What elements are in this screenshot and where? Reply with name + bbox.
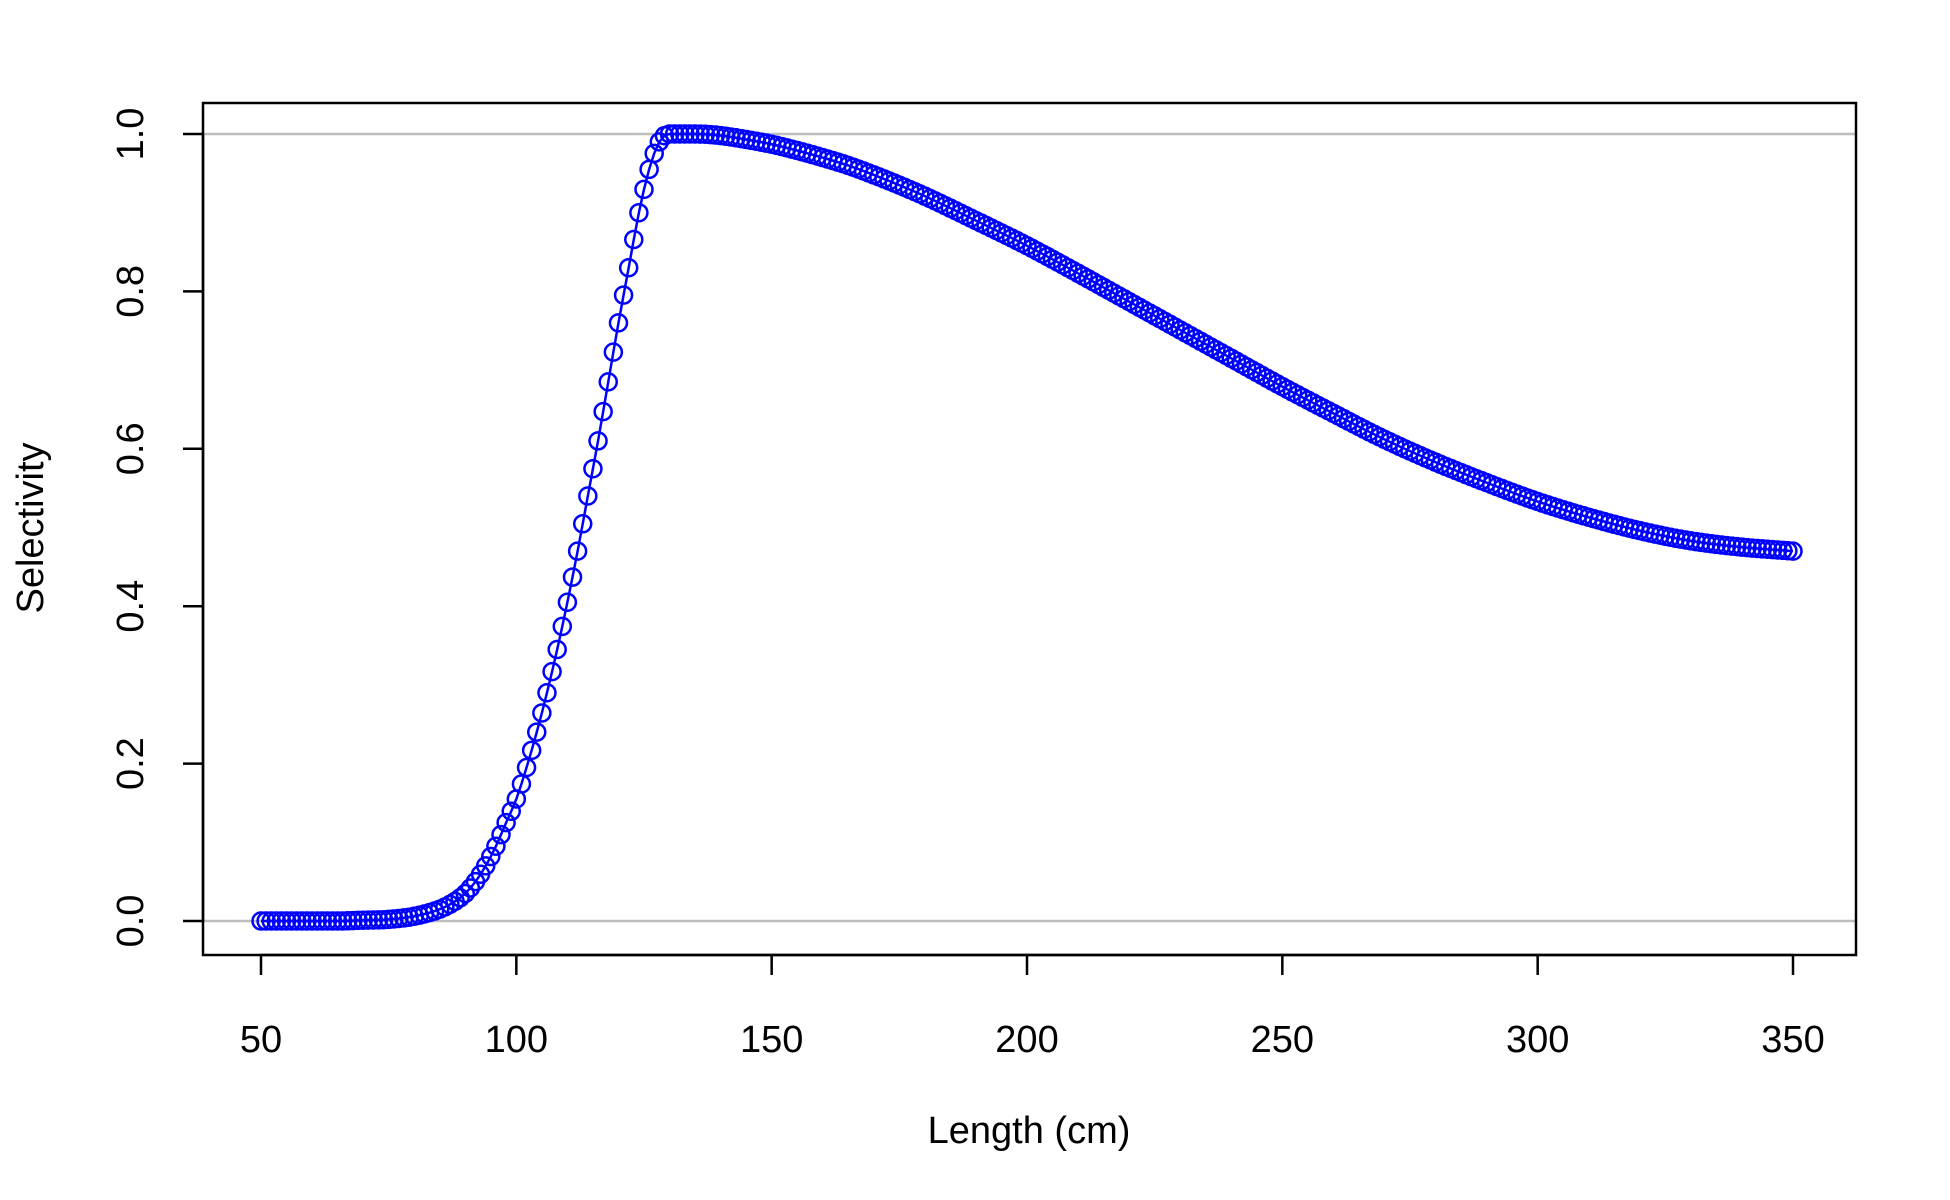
data-point-65 xyxy=(583,458,603,479)
data-point-80 xyxy=(659,124,680,144)
series-group xyxy=(251,124,1803,931)
data-point-55 xyxy=(532,703,552,723)
data-point-70 xyxy=(608,313,629,333)
x-tick-label-3: 200 xyxy=(995,1019,1058,1061)
data-point-16 xyxy=(332,911,353,931)
data-point-73 xyxy=(624,229,644,250)
data-point-54 xyxy=(527,722,547,742)
data-point-21 xyxy=(358,910,378,930)
x-tick-label-0: 50 xyxy=(240,1019,282,1061)
data-point-64 xyxy=(578,486,598,506)
data-point-23 xyxy=(368,910,389,930)
data-point-53 xyxy=(521,740,542,761)
data-point-82 xyxy=(670,124,690,144)
data-point-72 xyxy=(618,258,639,278)
data-point-77 xyxy=(644,143,664,164)
data-point-12 xyxy=(312,911,333,931)
y-axis-title: Selectivity xyxy=(10,442,52,613)
data-point-61 xyxy=(562,567,583,587)
data-point-19 xyxy=(348,910,368,931)
y-tick-label-2: 0.4 xyxy=(110,580,152,633)
data-point-8 xyxy=(292,911,312,931)
data-point-58 xyxy=(547,639,567,660)
y-tick-label-3: 0.6 xyxy=(110,422,152,475)
x-axis: 50 100 150 200 250 300 350 xyxy=(240,953,1825,1061)
data-point-10 xyxy=(302,911,322,931)
data-point-75 xyxy=(634,179,654,200)
data-point-59 xyxy=(552,616,573,637)
data-point-5 xyxy=(276,911,297,931)
data-point-48 xyxy=(496,812,516,833)
data-point-83 xyxy=(675,124,695,144)
data-point-7 xyxy=(287,911,307,931)
data-point-69 xyxy=(603,342,624,362)
x-tick-label-1: 100 xyxy=(485,1019,548,1061)
data-point-20 xyxy=(353,910,373,930)
data-point-22 xyxy=(363,910,384,930)
x-tick-label-4: 250 xyxy=(1251,1019,1314,1061)
data-point-13 xyxy=(317,911,338,931)
data-point-47 xyxy=(491,824,511,845)
data-point-9 xyxy=(297,911,317,931)
series-line xyxy=(261,132,1794,923)
data-point-67 xyxy=(593,401,613,422)
data-point-84 xyxy=(680,124,700,144)
data-point-3 xyxy=(266,911,287,931)
data-point-66 xyxy=(588,431,608,451)
data-point-49 xyxy=(501,801,521,822)
data-point-14 xyxy=(322,911,343,931)
data-point-57 xyxy=(542,661,562,682)
x-tick-label-2: 150 xyxy=(740,1019,803,1061)
data-point-4 xyxy=(271,911,292,931)
data-point-1 xyxy=(256,911,276,931)
data-point-6 xyxy=(281,911,302,931)
data-point-39 xyxy=(450,888,470,908)
data-point-71 xyxy=(613,285,634,305)
data-point-46 xyxy=(486,836,506,856)
data-point-81 xyxy=(664,124,685,144)
data-point-63 xyxy=(572,514,593,534)
data-point-60 xyxy=(557,592,578,613)
data-point-85 xyxy=(685,124,705,144)
y-tick-label-4: 0.8 xyxy=(110,265,152,318)
data-point-68 xyxy=(598,372,618,392)
data-point-2 xyxy=(261,911,281,931)
x-axis-title: Length (cm) xyxy=(928,1110,1131,1152)
y-axis: 0.0 0.2 0.4 0.6 0.8 1.0 xyxy=(110,108,205,948)
y-tick-label-5: 1.0 xyxy=(110,108,152,161)
data-point-62 xyxy=(567,541,588,561)
data-point-56 xyxy=(537,683,557,703)
data-point-74 xyxy=(629,202,649,223)
x-tick-label-5: 300 xyxy=(1506,1019,1569,1061)
y-tick-label-1: 0.2 xyxy=(110,737,152,790)
data-point-15 xyxy=(327,911,348,931)
data-point-45 xyxy=(481,846,501,867)
data-point-11 xyxy=(307,911,327,931)
data-point-300 xyxy=(1783,541,1803,561)
data-point-40 xyxy=(455,883,476,904)
data-point-52 xyxy=(516,757,537,778)
data-point-44 xyxy=(475,856,496,876)
reference-lines xyxy=(203,132,1856,923)
y-tick-label-0: 0.0 xyxy=(110,895,152,948)
data-point-0 xyxy=(251,911,271,931)
data-point-41 xyxy=(460,878,481,898)
x-tick-label-6: 350 xyxy=(1761,1019,1824,1061)
